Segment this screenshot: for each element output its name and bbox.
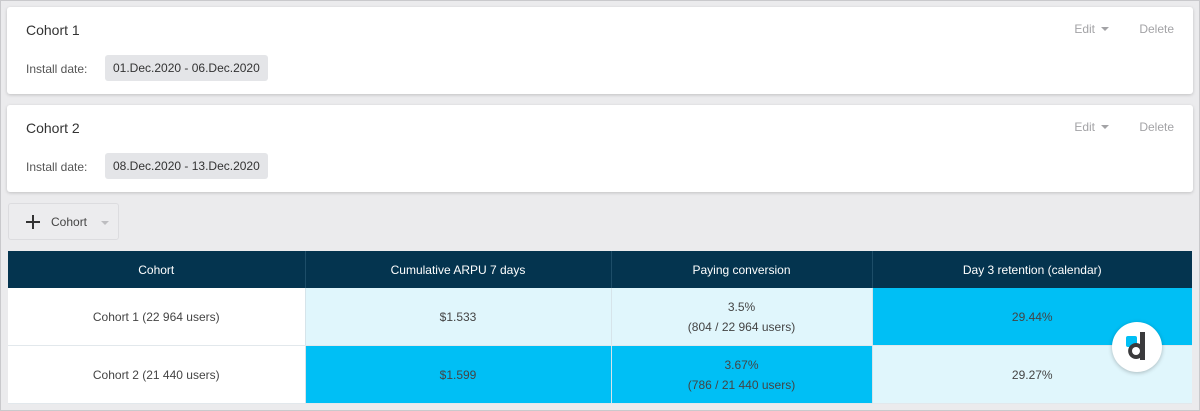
column-header-paying-conversion[interactable]: Paying conversion <box>611 251 873 288</box>
edit-menu-button[interactable]: Edit <box>1074 120 1109 134</box>
conversion-detail: (804 / 22 964 users) <box>687 319 796 334</box>
conversion-value: 3.5% <box>727 299 756 314</box>
cohort-name-cell: Cohort 1 (22 964 users) <box>8 288 306 346</box>
edit-menu-button[interactable]: Edit <box>1074 22 1109 36</box>
cohort-card-1: Cohort 1 Edit Delete Install date: 01.De… <box>7 7 1193 94</box>
arpu-cell: $1.533 <box>305 288 612 346</box>
cohort-title: Cohort 1 <box>26 22 80 38</box>
table-row: Cohort 1 (22 964 users) $1.533 3.5% (804… <box>8 288 1192 346</box>
caret-down-icon <box>101 221 109 225</box>
conversion-cell: 3.5% (804 / 22 964 users) <box>611 288 873 346</box>
install-date-label: Install date: <box>26 160 88 174</box>
table-row: Cohort 2 (21 440 users) $1.599 3.67% (78… <box>8 345 1192 404</box>
table-header-row: Cohort Cumulative ARPU 7 days Paying con… <box>8 251 1192 288</box>
devtodev-logo-icon <box>1112 322 1162 372</box>
column-header-day3-retention[interactable]: Day 3 retention (calendar) <box>872 251 1192 288</box>
plus-icon <box>26 215 40 229</box>
cohort-name-cell: Cohort 2 (21 440 users) <box>8 345 306 404</box>
conversion-cell: 3.67% (786 / 21 440 users) <box>611 345 873 404</box>
install-date-range[interactable]: 01.Dec.2020 - 06.Dec.2020 <box>105 55 268 81</box>
conversion-detail: (786 / 21 440 users) <box>687 377 796 392</box>
caret-down-icon <box>1101 26 1109 31</box>
conversion-value: 3.67% <box>724 357 759 372</box>
install-date-range[interactable]: 08.Dec.2020 - 13.Dec.2020 <box>105 153 268 179</box>
arpu-cell: $1.599 <box>305 345 612 404</box>
column-header-arpu[interactable]: Cumulative ARPU 7 days <box>305 251 612 288</box>
column-header-cohort[interactable]: Cohort <box>8 251 306 288</box>
cohort-title: Cohort 2 <box>26 120 80 136</box>
edit-label: Edit <box>1074 120 1095 134</box>
cohort-comparison-table: Cohort Cumulative ARPU 7 days Paying con… <box>8 251 1192 404</box>
edit-label: Edit <box>1074 22 1095 36</box>
cohort-card-2: Cohort 2 Edit Delete Install date: 08.De… <box>7 105 1193 192</box>
delete-button[interactable]: Delete <box>1139 22 1174 36</box>
caret-down-icon <box>1101 124 1109 129</box>
add-cohort-button[interactable]: Cohort <box>8 203 119 240</box>
add-cohort-label: Cohort <box>51 215 88 229</box>
delete-button[interactable]: Delete <box>1139 120 1174 134</box>
install-date-label: Install date: <box>26 62 88 76</box>
